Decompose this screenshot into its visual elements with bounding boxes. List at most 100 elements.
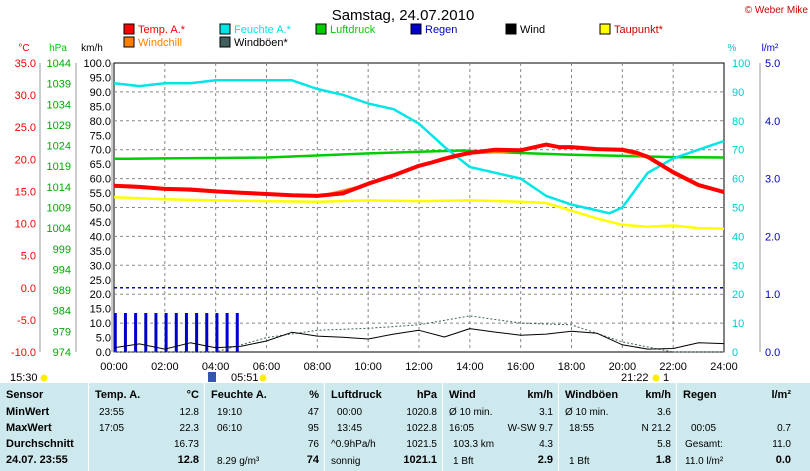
rain-axis-tick-label: 0.0 (765, 347, 780, 359)
percent-axis-tick-label: 20 (732, 289, 744, 301)
hpa-axis-tick-label: 1019 (47, 161, 71, 173)
celsius-axis-tick-label: -5.0 (17, 315, 36, 327)
table-col-wind: Wind km/h Ø 10 min. 3.1 16:05 W-SW 9.7 1… (442, 383, 559, 471)
rain-axis-tick-label: 1.0 (765, 289, 780, 301)
x-tick-label: 10:00 (354, 361, 382, 373)
kmh-axis-tick-label: 10.0 (90, 318, 111, 330)
wind-unit: km/h (527, 389, 553, 401)
gusts-max: N 21.2 (641, 423, 671, 434)
series-line-taupunkt (113, 195, 725, 230)
rain-axis-tick-label: 4.0 (765, 116, 780, 128)
hpa-axis-tick-label: 1039 (47, 79, 71, 91)
legend-label: Taupunkt* (614, 24, 664, 36)
wind-bft: 1 Bft (453, 456, 474, 467)
x-tick-label: 06:00 (253, 361, 281, 373)
rain-unit: l/m² (771, 389, 791, 401)
gusts-avg: 5.8 (657, 439, 671, 450)
x-tick-label: 14:00 (456, 361, 484, 373)
sun-icon (259, 374, 267, 382)
humidity-current: 74 (306, 454, 319, 466)
legend-label: Wind (520, 24, 545, 36)
y-axes: 35.0 30.0 25.0 20.0 15.0 10.0 5.0 0.0 -5.0 -10.0 1… (11, 58, 780, 359)
humidity-min-time: 19:10 (217, 407, 243, 418)
hpa-axis-tick-label: 1009 (47, 203, 71, 215)
rain-total-label: Gesamt: (685, 439, 723, 450)
x-tick-label: 00:00 (100, 361, 128, 373)
temp-unit: °C (186, 389, 199, 401)
humidity-max-time: 06:10 (217, 423, 243, 434)
temp-avg: 16.73 (173, 439, 199, 450)
pressure-max-time: 13:45 (337, 423, 363, 434)
temp-current: 12.8 (177, 454, 199, 466)
wind-min-label: Ø 10 min. (449, 407, 493, 418)
rain-max-time: 00:05 (691, 423, 717, 434)
legend-swatch (410, 23, 422, 35)
pressure-min-time: 00:00 (337, 407, 363, 418)
wind-min: 3.1 (539, 407, 553, 418)
table-col-temp: Temp. A. °C 23:55 12.8 17:05 22.3 16.73 … (88, 383, 205, 471)
percent-axis-tick-label: 90 (732, 87, 744, 99)
humidity-head: Feuchte A. (211, 389, 267, 401)
gusts-min: 3.6 (657, 407, 671, 418)
wind-distance: 103.3 km (453, 439, 495, 450)
x-tick-label: 02:00 (151, 361, 179, 373)
rain-head: Regen (683, 389, 717, 401)
row-label-min: MinWert (6, 406, 50, 418)
legend-label: Feuchte A.* (234, 24, 292, 36)
x-tick-label: 16:00 (507, 361, 535, 373)
hpa-axis-tick-label: 1014 (47, 182, 71, 194)
pressure-current: 1021.1 (403, 454, 437, 466)
percent-axis-tick-label: 70 (732, 145, 744, 157)
celsius-axis-tick-label: 20.0 (15, 154, 36, 166)
chart-legend: Temp. A.* Feuchte A.* Luftdruck Regen Wind Ta… (123, 23, 664, 49)
series-line-feuchte-a (113, 79, 725, 215)
kmh-axis-tick-label: 85.0 (90, 101, 111, 113)
pressure-trend: ^0.9hPa/h (331, 439, 376, 450)
unit-hpa: hPa (49, 43, 67, 54)
x-tick-label: 08:00 (304, 361, 332, 373)
x-tick-label: 18:00 (558, 361, 586, 373)
row-label-max: MaxWert (6, 422, 52, 434)
gusts-head: Windböen (565, 389, 619, 401)
unit-percent: % (728, 43, 737, 54)
kmh-axis-tick-label: 20.0 (90, 289, 111, 301)
rain-axis-tick-label: 2.0 (765, 231, 780, 243)
rain-axis-tick-label: 5.0 (765, 58, 780, 70)
wind-current: 2.9 (537, 454, 553, 466)
unit-kmh: km/h (81, 43, 103, 54)
pressure-unit: hPa (416, 389, 437, 401)
hpa-axis-tick-label: 999 (53, 244, 71, 256)
percent-axis-tick-label: 80 (732, 116, 744, 128)
rain-axis-tick-label: 3.0 (765, 174, 780, 186)
pressure-avg: 1021.5 (406, 439, 437, 450)
kmh-axis-tick-label: 100.0 (83, 58, 111, 70)
rain-max: 0.7 (777, 423, 791, 434)
hpa-axis-tick-label: 1024 (47, 141, 71, 153)
hpa-axis-tick-label: 1029 (47, 120, 71, 132)
hpa-axis-tick-label: 994 (53, 264, 71, 276)
percent-axis-tick-label: 100 (732, 58, 750, 70)
hpa-axis-tick-label: 1004 (47, 223, 71, 235)
wind-max-time: 16:05 (449, 423, 475, 434)
dawn-time: 15:30 (10, 372, 38, 384)
series-line-luftdruck (113, 149, 725, 161)
rain-current: 0.0 (775, 454, 791, 466)
row-label-sensor: Sensor (6, 389, 44, 401)
x-tick-label: 12:00 (405, 361, 433, 373)
hpa-axis-tick-label: 984 (53, 306, 71, 318)
legend-swatch (599, 23, 611, 35)
temp-max: 22.3 (179, 423, 199, 434)
gusts-bft: 1 Bft (569, 456, 590, 467)
legend-swatch (123, 23, 135, 35)
table-col-rain: Regen l/m² 00:05 0.7 Gesamt: 11.0 11.0 l… (676, 383, 810, 471)
kmh-axis-tick-label: 80.0 (90, 116, 111, 128)
table-row-labels: Sensor MinWert MaxWert Durchschnitt 24.0… (0, 383, 88, 471)
unit-rain: l/m² (762, 43, 779, 54)
moon-phase: 1 (663, 372, 669, 384)
celsius-axis-tick-label: 0.0 (21, 283, 36, 295)
humidity-max: 95 (307, 423, 319, 434)
pressure-max: 1022.8 (406, 423, 437, 434)
x-axis: 00:00 02:00 04:00 06:00 08:00 10:00 12:00 14:00… (100, 361, 738, 373)
kmh-axis-tick-label: 55.0 (90, 188, 111, 200)
percent-axis-tick-label: 0 (732, 347, 738, 359)
